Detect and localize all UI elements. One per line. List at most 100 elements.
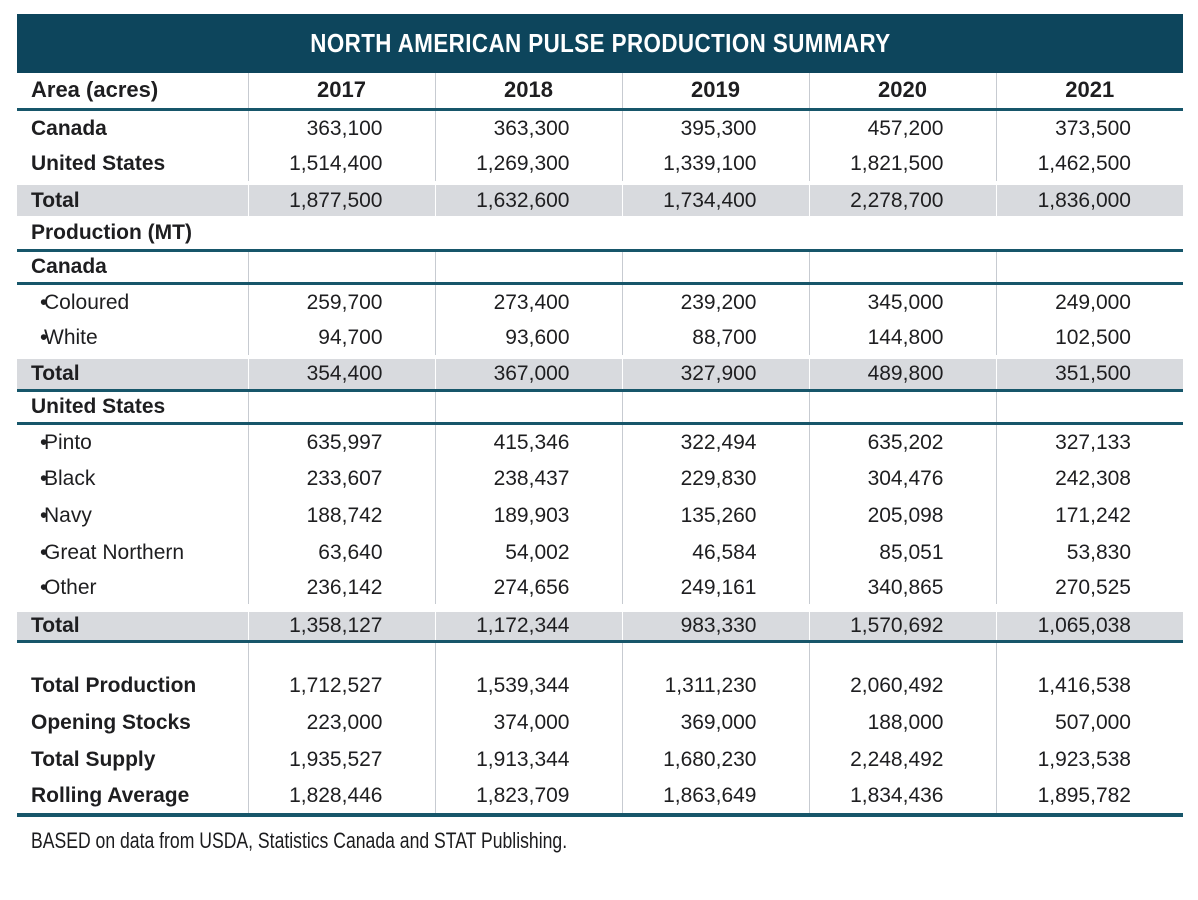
value-cell: 229,830 [621,460,809,497]
value-cell: 94,700 [247,320,435,357]
table-title-bar: NORTH AMERICAN PULSE PRODUCTION SUMMARY [17,14,1183,73]
value-cell: 373,500 [995,109,1183,146]
value-cell: 367,000 [434,355,622,392]
value-cell: 1,823,709 [434,778,622,817]
table-row: Rolling Average 1,828,446 1,823,709 1,863,6… [17,778,1183,817]
column-header-2021: 2021 [995,73,1183,111]
bullet-icon: • [40,430,48,454]
value-cell: 223,000 [247,704,435,741]
table-row: •Other 236,142 274,656 249,161 340,865 270,52… [17,571,1183,608]
row-label: •White [17,320,248,357]
column-header-2017: 2017 [247,73,435,111]
row-label: Total Supply [17,741,248,778]
table-title: NORTH AMERICAN PULSE PRODUCTION SUMMARY [309,28,891,58]
value-cell: 53,830 [995,534,1183,571]
row-label-text: Pinto [44,430,92,454]
table-row: Production (MT) [17,216,1183,252]
table-row: •Coloured 259,700 273,400 239,200 345,000 249… [17,283,1183,320]
row-label-text: Total [31,614,80,638]
value-cell [621,641,809,667]
value-cell: 88,700 [621,320,809,357]
value-cell: 1,269,300 [434,146,622,183]
table-row: •White 94,700 93,600 88,700 144,800 102,500 [17,320,1183,357]
table-row: •Navy 188,742 189,903 135,260 205,098 171,242 [17,497,1183,534]
value-cell: 1,339,100 [621,146,809,183]
value-cell: 1,632,600 [434,181,622,216]
value-cell [247,250,435,285]
table-row: •Black 233,607 238,437 229,830 304,476 242,30… [17,460,1183,497]
value-cell [434,390,622,425]
row-label: Total [17,604,248,643]
header-row: Area (acres) 2017 2018 2019 2020 2021 [17,73,1183,111]
table-row: Canada [17,250,1183,285]
value-cell: 983,330 [621,604,809,643]
value-cell [995,390,1183,425]
value-cell: 54,002 [434,534,622,571]
row-label: Canada [17,109,248,146]
value-cell: 205,098 [808,497,996,534]
row-label-text: Navy [44,504,92,527]
value-cell: 259,700 [247,283,435,320]
value-cell: 85,051 [808,534,996,571]
value-cell: 1,570,692 [808,604,996,643]
value-cell: 188,000 [808,704,996,741]
row-label: Canada [17,250,248,285]
value-cell: 102,500 [995,320,1183,357]
table-body: Canada 363,100 363,300 395,300 457,200 373,50… [17,109,1183,817]
table-row: Total 1,877,500 1,632,600 1,734,400 2,278,70… [17,181,1183,216]
table-row: Total 1,358,127 1,172,344 983,330 1,570,692 1… [17,604,1183,643]
row-label: •Coloured [17,283,248,320]
row-label: Total Production [17,667,248,704]
value-cell: 249,161 [621,571,809,608]
table-row: United States [17,390,1183,425]
value-cell: 1,828,446 [247,778,435,817]
value-cell: 2,060,492 [808,667,996,704]
column-header-2019: 2019 [621,73,809,111]
table-header: Area (acres) 2017 2018 2019 2020 2021 [17,73,1183,111]
value-cell [808,250,996,285]
value-cell: 1,913,344 [434,741,622,778]
value-cell: 46,584 [621,534,809,571]
row-label-text: Total [31,189,80,212]
value-cell: 270,525 [995,571,1183,608]
row-label-text: Total [31,362,80,386]
table-row: •Pinto 635,997 415,346 322,494 635,202 327,13… [17,423,1183,460]
value-cell: 327,133 [995,423,1183,460]
value-cell: 1,462,500 [995,146,1183,183]
value-cell: 322,494 [621,423,809,460]
value-cell: 395,300 [621,109,809,146]
section-label: Production (MT) [17,216,1183,252]
value-cell: 1,539,344 [434,667,622,704]
bullet-icon: • [40,576,48,599]
value-cell: 369,000 [621,704,809,741]
value-cell: 236,142 [247,571,435,608]
row-label: •Black [17,460,248,497]
value-cell: 1,895,782 [995,778,1183,817]
row-label-text: Black [44,467,96,490]
page: NORTH AMERICAN PULSE PRODUCTION SUMMARY … [17,14,1183,854]
table-row: •Great Northern 63,640 54,002 46,584 85,051 5… [17,534,1183,571]
row-label-text: Other [44,576,97,599]
value-cell: 1,834,436 [808,778,996,817]
value-cell: 635,202 [808,423,996,460]
value-cell: 233,607 [247,460,435,497]
value-cell: 1,712,527 [247,667,435,704]
value-cell: 273,400 [434,283,622,320]
row-label: Total [17,181,248,216]
value-cell: 1,863,649 [621,778,809,817]
row-label-text: Canada [31,255,107,278]
value-cell [247,390,435,425]
row-label: •Navy [17,497,248,534]
source-note: BASED on data from USDA, Statistics Cana… [17,828,1183,854]
row-label: United States [17,146,248,183]
value-cell: 188,742 [247,497,435,534]
value-cell: 249,000 [995,283,1183,320]
value-cell: 1,836,000 [995,181,1183,216]
value-cell: 363,100 [247,109,435,146]
spacer-cell [17,641,248,667]
value-cell: 363,300 [434,109,622,146]
value-cell [621,390,809,425]
value-cell [808,390,996,425]
value-cell: 274,656 [434,571,622,608]
value-cell: 457,200 [808,109,996,146]
